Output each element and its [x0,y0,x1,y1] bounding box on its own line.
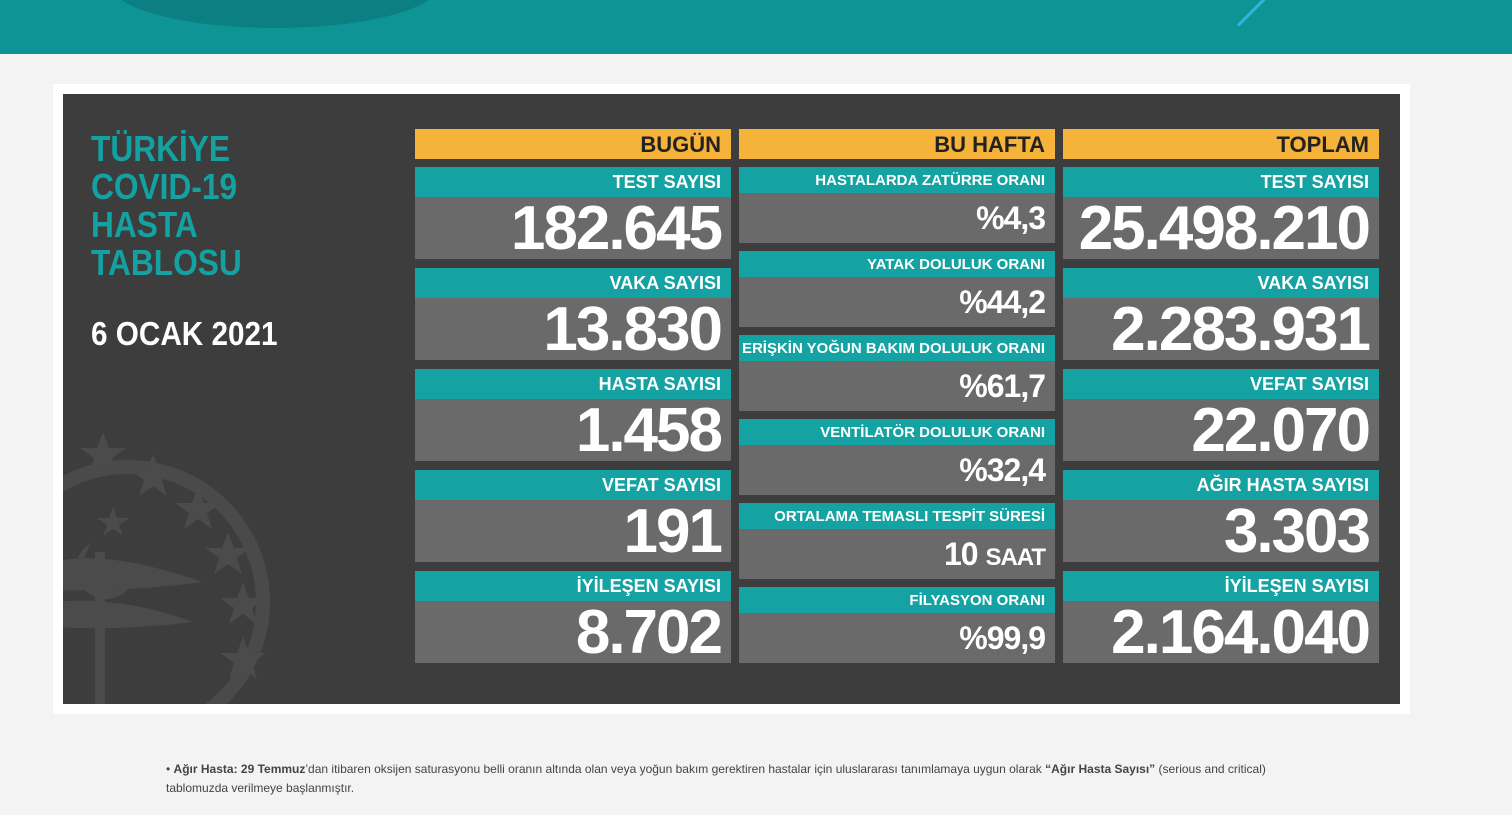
card-value: 191 [415,500,731,564]
card-label: YATAK DOLULUK ORANI [739,251,1055,277]
card-label: AĞIR HASTA SAYISI [1063,470,1379,500]
total-test-card: TEST SAYISI 25.498.210 [1063,167,1379,261]
title-line: HASTA [91,204,198,245]
card-value: %4,3 [739,193,1055,243]
covid-table-board: TÜRKİYE COVID-19 HASTA TABLOSU 6 OCAK 20… [63,94,1400,704]
today-test-card: TEST SAYISI 182.645 [415,167,731,261]
card-value: 10 SAAT [739,529,1055,579]
week-heading: BU HAFTA [739,129,1055,159]
today-recovered-card: İYİLEŞEN SAYISI 8.702 [415,571,731,665]
today-patient-card: HASTA SAYISI 1.458 [415,369,731,463]
today-case-card: VAKA SAYISI 13.830 [415,268,731,362]
week-ventilator-card: VENTİLATÖR DOLULUK ORANI %32,4 [739,419,1055,495]
week-pneumonia-card: HASTALARDA ZATÜRRE ORANI %4,3 [739,167,1055,243]
page-title: TÜRKİYE COVID-19 HASTA TABLOSU [91,130,242,282]
banner-decoration [110,0,440,28]
week-filiation-card: FİLYASYON ORANI %99,9 [739,587,1055,663]
banner-accent-line [1236,0,1324,27]
card-label: TEST SAYISI [415,167,731,197]
contact-time-unit: SAAT [985,544,1046,571]
footnote-bullet: • [166,762,171,776]
title-line: COVID-19 [91,166,238,207]
card-label: VENTİLATÖR DOLULUK ORANI [739,419,1055,445]
today-death-card: VEFAT SAYISI 191 [415,470,731,564]
total-death-card: VEFAT SAYISI 22.070 [1063,369,1379,463]
card-value: %44,2 [739,277,1055,327]
footnote-text: ’dan itibaren oksijen saturasyonu belli … [305,762,1046,776]
card-label: HASTA SAYISI [415,369,731,399]
card-label: İYİLEŞEN SAYISI [1063,571,1379,601]
total-recovered-card: İYİLEŞEN SAYISI 2.164.040 [1063,571,1379,665]
total-heading: TOPLAM [1063,129,1379,159]
title-line: TABLOSU [91,242,242,283]
footnote-quote: “Ağır Hasta Sayısı” [1045,762,1156,776]
footnote: • Ağır Hasta: 29 Temmuz’dan itibaren oks… [166,760,1296,798]
card-value: 1.458 [415,399,731,463]
card-value: 22.070 [1063,399,1379,463]
card-value: 182.645 [415,197,731,261]
card-label: HASTALARDA ZATÜRRE ORANI [739,167,1055,193]
week-bed-card: YATAK DOLULUK ORANI %44,2 [739,251,1055,327]
card-value: %32,4 [739,445,1055,495]
ministry-emblem-icon [63,432,270,704]
total-severe-card: AĞIR HASTA SAYISI 3.303 [1063,470,1379,564]
card-label: ORTALAMA TEMASLI TESPİT SÜRESİ [739,503,1055,529]
card-label: ERİŞKİN YOĞUN BAKIM DOLULUK ORANI [739,335,1055,361]
card-label: VAKA SAYISI [1063,268,1379,298]
report-date: 6 OCAK 2021 [91,315,278,352]
contact-time-value: 10 [943,536,979,572]
card-label: VEFAT SAYISI [415,470,731,500]
title-line: TÜRKİYE [91,128,231,169]
week-contact-time-card: ORTALAMA TEMASLI TESPİT SÜRESİ 10 SAAT [739,503,1055,579]
top-banner [0,0,1512,54]
card-label: FİLYASYON ORANI [739,587,1055,613]
card-label: VEFAT SAYISI [1063,369,1379,399]
card-value: 2.164.040 [1063,601,1379,665]
card-value: 13.830 [415,298,731,362]
card-value: 3.303 [1063,500,1379,564]
total-case-card: VAKA SAYISI 2.283.931 [1063,268,1379,362]
card-label: TEST SAYISI [1063,167,1379,197]
footnote-term: Ağır Hasta: [173,762,238,776]
card-value: 25.498.210 [1063,197,1379,261]
card-value: 2.283.931 [1063,298,1379,362]
card-label: İYİLEŞEN SAYISI [415,571,731,601]
card-value: %99,9 [739,613,1055,663]
week-column: BU HAFTA HASTALARDA ZATÜRRE ORANI %4,3 Y… [739,129,1055,663]
footnote-text: (serious and critical) tablomuzda verilm… [166,762,1266,795]
today-column: BUGÜN TEST SAYISI 182.645 VAKA SAYISI 13… [415,129,731,665]
card-value: 8.702 [415,601,731,665]
total-column: TOPLAM TEST SAYISI 25.498.210 VAKA SAYIS… [1063,129,1379,665]
card-value: %61,7 [739,361,1055,411]
today-heading: BUGÜN [415,129,731,159]
week-icu-card: ERİŞKİN YOĞUN BAKIM DOLULUK ORANI %61,7 [739,335,1055,411]
card-label: VAKA SAYISI [415,268,731,298]
footnote-date: 29 Temmuz [240,762,306,776]
